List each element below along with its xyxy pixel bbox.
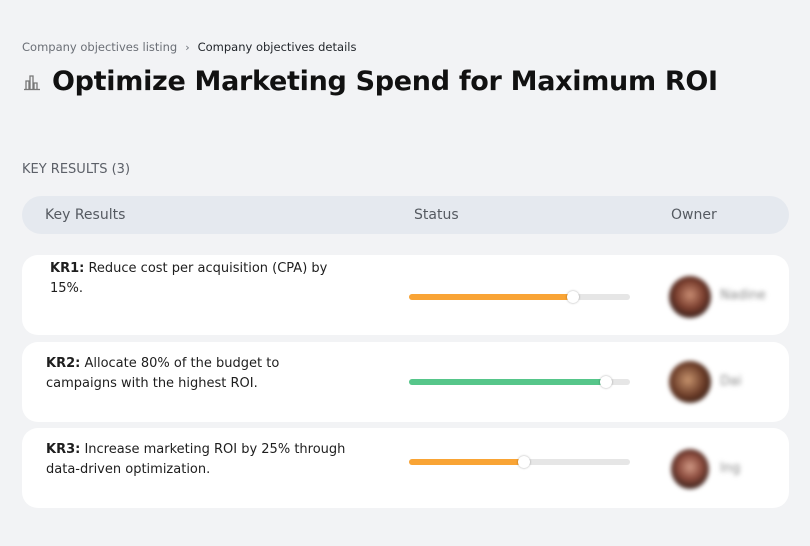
- owner-name: Nadine: [720, 288, 766, 303]
- key-results-count-label: KEY RESULTS (3): [22, 162, 131, 177]
- progress-slider[interactable]: [409, 376, 630, 388]
- column-header-status: Status: [414, 207, 459, 223]
- bar-chart-icon: [22, 72, 42, 92]
- avatar: [669, 276, 711, 318]
- owner-name: Ing: [720, 461, 741, 476]
- table-row[interactable]: KR2: Allocate 80% of the budget to campa…: [22, 342, 789, 422]
- progress-fill: [409, 459, 524, 465]
- chevron-right-icon: ›: [185, 40, 190, 54]
- key-result-text: KR1: Reduce cost per acquisition (CPA) b…: [50, 259, 350, 299]
- key-result-description: Allocate 80% of the budget to campaigns …: [46, 356, 280, 391]
- slider-knob[interactable]: [517, 456, 530, 468]
- column-header-key-results: Key Results: [45, 207, 126, 223]
- column-header-owner: Owner: [671, 207, 717, 223]
- table-header: Key Results Status Owner: [22, 196, 789, 234]
- progress-fill: [409, 379, 606, 385]
- table-row[interactable]: KR1: Reduce cost per acquisition (CPA) b…: [22, 255, 789, 335]
- breadcrumb-link-listing[interactable]: Company objectives listing: [22, 40, 178, 54]
- owner-name: Dai: [720, 374, 742, 389]
- key-result-description: Reduce cost per acquisition (CPA) by 15%…: [50, 261, 328, 296]
- avatar: [669, 361, 711, 403]
- progress-slider[interactable]: [409, 291, 630, 303]
- key-result-id: KR3:: [46, 442, 81, 457]
- key-result-text: KR3: Increase marketing ROI by 25% throu…: [46, 440, 346, 480]
- progress-fill: [409, 294, 573, 300]
- page-title: Optimize Marketing Spend for Maximum ROI: [52, 66, 718, 97]
- progress-slider[interactable]: [409, 456, 630, 468]
- slider-knob[interactable]: [566, 291, 579, 303]
- key-result-text: KR2: Allocate 80% of the budget to campa…: [46, 354, 346, 394]
- slider-knob[interactable]: [599, 376, 612, 388]
- avatar: [671, 449, 709, 489]
- key-result-id: KR1:: [50, 261, 85, 276]
- title-row: Optimize Marketing Spend for Maximum ROI: [22, 66, 718, 97]
- table-row[interactable]: KR3: Increase marketing ROI by 25% throu…: [22, 428, 789, 508]
- breadcrumb-current: Company objectives details: [197, 40, 357, 54]
- breadcrumb: Company objectives listing › Company obj…: [22, 40, 356, 54]
- key-result-description: Increase marketing ROI by 25% through da…: [46, 442, 346, 477]
- key-result-id: KR2:: [46, 356, 81, 371]
